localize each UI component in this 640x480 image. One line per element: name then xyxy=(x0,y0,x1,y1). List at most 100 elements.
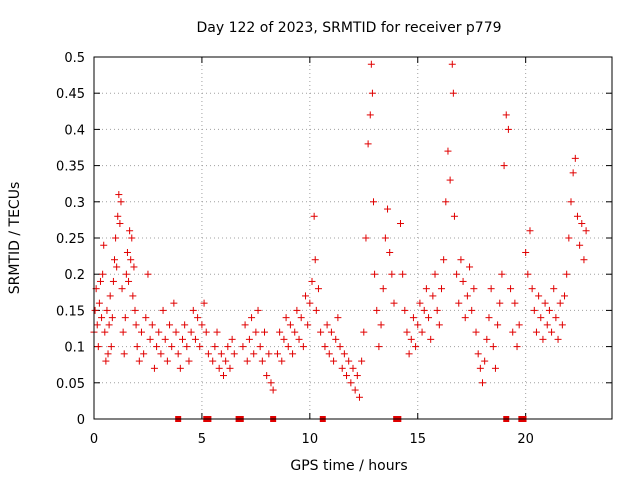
data-point xyxy=(310,212,318,220)
data-point xyxy=(366,111,374,119)
data-point xyxy=(367,60,375,68)
data-point xyxy=(358,357,366,365)
data-point xyxy=(416,299,424,307)
data-point xyxy=(418,328,426,336)
data-point xyxy=(405,350,413,358)
data-point xyxy=(113,263,121,271)
data-point xyxy=(483,335,491,343)
data-point xyxy=(530,306,538,314)
data-point xyxy=(487,285,495,293)
data-point xyxy=(202,328,210,336)
data-points xyxy=(90,60,590,422)
data-point xyxy=(336,343,344,351)
data-point xyxy=(129,292,137,300)
data-point xyxy=(567,198,575,206)
data-point xyxy=(116,220,124,228)
data-point xyxy=(198,321,206,329)
data-point xyxy=(118,285,126,293)
data-point xyxy=(176,364,184,372)
data-point xyxy=(153,343,161,351)
data-point xyxy=(407,335,415,343)
data-point xyxy=(388,270,396,278)
data-point xyxy=(561,292,569,300)
data-point xyxy=(513,343,521,351)
data-point xyxy=(371,270,379,278)
data-point xyxy=(297,314,305,322)
data-point xyxy=(98,314,106,322)
data-point xyxy=(291,328,299,336)
data-point xyxy=(267,379,275,387)
data-point xyxy=(325,350,333,358)
data-point xyxy=(563,270,571,278)
data-point xyxy=(108,314,116,322)
data-point xyxy=(379,285,387,293)
y-tick-label: 0.45 xyxy=(56,87,85,102)
data-point xyxy=(375,343,383,351)
data-point xyxy=(509,328,517,336)
data-point xyxy=(299,343,307,351)
data-point xyxy=(470,285,478,293)
data-point xyxy=(131,306,139,314)
data-point xyxy=(461,314,469,322)
data-point xyxy=(433,306,441,314)
chart-title: Day 122 of 2023, SRMTID for receiver p77… xyxy=(196,20,501,36)
data-point xyxy=(332,335,340,343)
data-point xyxy=(541,299,549,307)
data-point xyxy=(204,350,212,358)
data-point xyxy=(126,227,134,235)
grid xyxy=(94,57,612,419)
data-point xyxy=(554,335,562,343)
data-point xyxy=(230,350,238,358)
x-tick-label: 20 xyxy=(517,432,534,447)
data-point xyxy=(187,328,195,336)
data-point xyxy=(128,234,136,242)
data-point xyxy=(386,248,394,256)
data-point xyxy=(444,147,452,155)
data-point xyxy=(347,379,355,387)
data-point xyxy=(455,299,463,307)
data-point xyxy=(100,241,108,249)
data-point xyxy=(95,299,103,307)
y-tick-label: 0.1 xyxy=(64,341,85,356)
data-point xyxy=(472,328,480,336)
data-point xyxy=(330,357,338,365)
data-point xyxy=(196,343,204,351)
data-point xyxy=(135,357,143,365)
y-tick-label: 0.5 xyxy=(64,51,85,66)
data-point xyxy=(550,285,558,293)
data-point xyxy=(323,321,331,329)
data-point xyxy=(150,364,158,372)
y-tick-label: 0.35 xyxy=(56,160,85,175)
data-point xyxy=(213,328,221,336)
data-point xyxy=(282,314,290,322)
data-point xyxy=(504,125,512,133)
data-point xyxy=(311,256,319,264)
data-point xyxy=(125,277,133,285)
data-point xyxy=(409,314,417,322)
data-point xyxy=(345,357,353,365)
data-point xyxy=(569,169,577,177)
data-point xyxy=(362,234,370,242)
data-point xyxy=(121,314,129,322)
data-point xyxy=(545,306,553,314)
x-tick-label: 5 xyxy=(198,432,206,447)
data-point xyxy=(327,328,335,336)
data-point xyxy=(528,285,536,293)
data-point xyxy=(548,328,556,336)
data-point xyxy=(496,299,504,307)
data-point xyxy=(155,328,163,336)
data-point xyxy=(524,270,532,278)
y-axis-title: SRMTID / TECUs xyxy=(7,182,23,295)
data-point xyxy=(239,343,247,351)
data-point xyxy=(565,234,573,242)
data-point xyxy=(243,357,251,365)
data-point xyxy=(265,350,273,358)
data-point xyxy=(284,343,292,351)
data-point xyxy=(485,314,493,322)
data-point xyxy=(109,277,117,285)
data-point xyxy=(133,343,141,351)
data-point xyxy=(353,372,361,380)
data-point xyxy=(440,256,448,264)
data-point xyxy=(273,350,281,358)
